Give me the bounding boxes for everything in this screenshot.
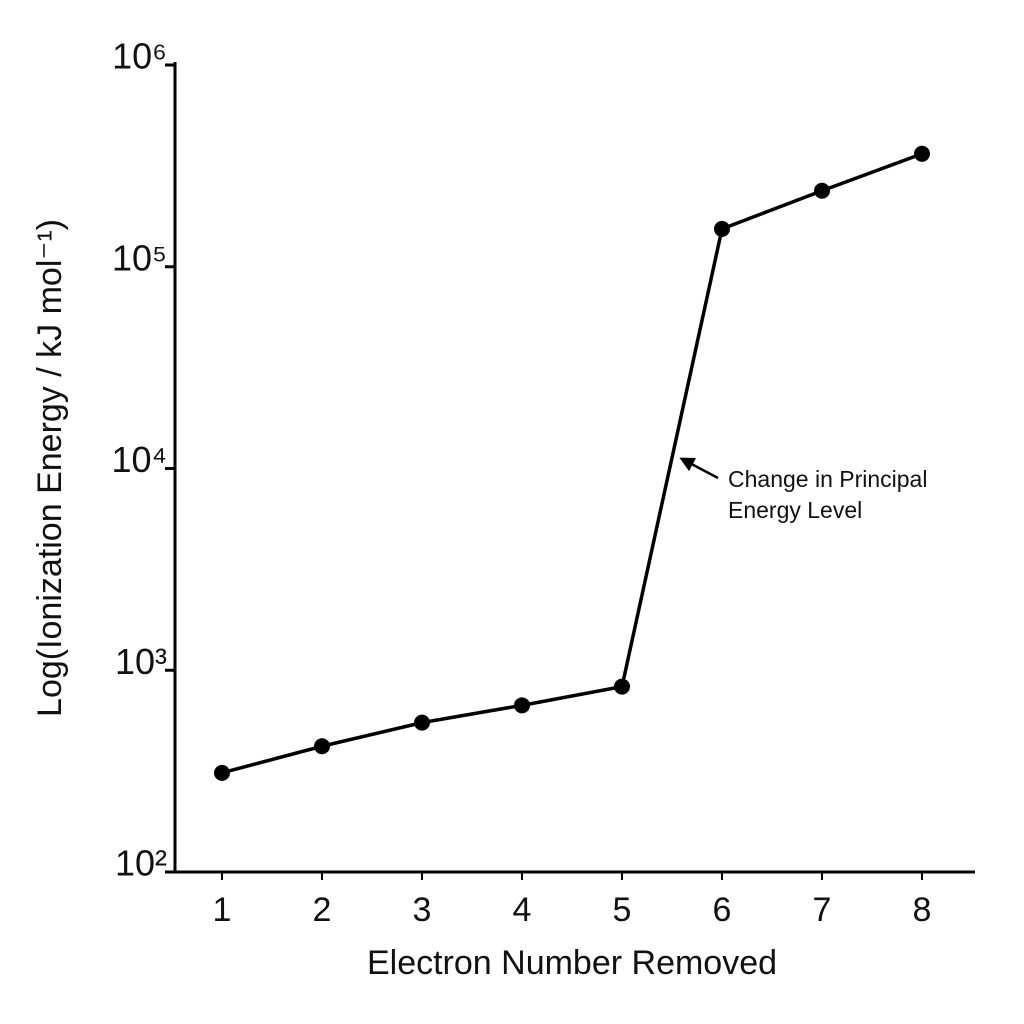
y-axis-label: Log(Ionization Energy / kJ mol⁻¹) (31, 219, 69, 717)
annotation-arrow (679, 457, 719, 480)
y-tick-label: 10² (115, 843, 167, 884)
x-tick-label: 5 (613, 891, 632, 929)
x-tick-label: 1 (213, 891, 232, 929)
y-tick-label: 10³ (115, 641, 167, 682)
point (314, 738, 330, 755)
x-tick-label: 7 (813, 891, 832, 929)
annotation-text: Energy Level (728, 497, 862, 523)
point (414, 714, 430, 731)
x-tick-label: 6 (713, 891, 732, 929)
y-tick-label: 10⁵ (112, 237, 167, 278)
x-tick-label: 4 (513, 891, 532, 929)
x-tick-label: 8 (913, 891, 932, 929)
x-tick-label: 2 (313, 891, 332, 929)
point (214, 764, 230, 781)
point (714, 220, 730, 237)
x-axis-label: Electron Number Removed (367, 944, 777, 982)
point (614, 678, 630, 695)
y-tick-label: 10⁴ (111, 439, 167, 480)
annotation-text: Change in Principal (728, 466, 927, 492)
line (221, 152, 923, 775)
point (814, 182, 830, 199)
point (514, 697, 530, 714)
y-tick-label: 10⁶ (112, 36, 167, 77)
x-tick-label: 3 (413, 891, 432, 929)
point (914, 145, 930, 162)
